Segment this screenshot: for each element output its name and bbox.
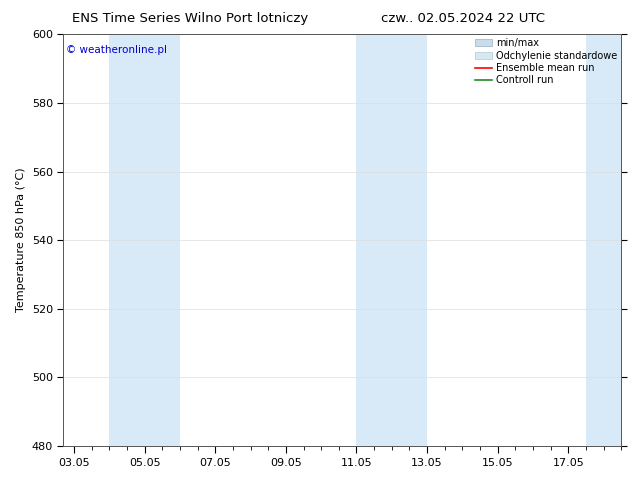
Text: © weatheronline.pl: © weatheronline.pl [66,45,167,54]
Bar [586,34,621,446]
Text: ENS Time Series Wilno Port lotniczy: ENS Time Series Wilno Port lotniczy [72,12,308,25]
Bar [109,34,145,446]
Text: czw.. 02.05.2024 22 UTC: czw.. 02.05.2024 22 UTC [381,12,545,25]
Y-axis label: Temperature 850 hPa (°C): Temperature 850 hPa (°C) [16,168,26,313]
Bar [392,34,427,446]
Bar [145,34,180,446]
Legend: min/max, Odchylenie standardowe, Ensemble mean run, Controll run: min/max, Odchylenie standardowe, Ensembl… [473,36,619,87]
Bar [356,34,392,446]
